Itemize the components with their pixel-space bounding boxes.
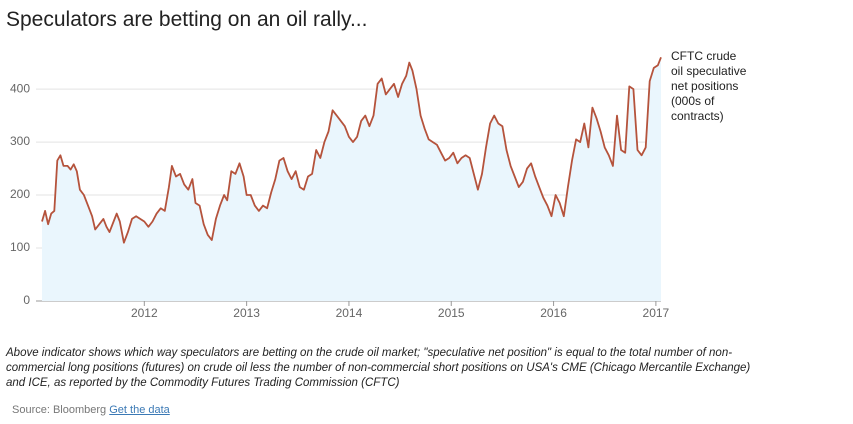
y-tick-label: 300 bbox=[10, 134, 30, 148]
x-tick-label: 2015 bbox=[438, 306, 465, 320]
data-link[interactable]: Get the data bbox=[109, 404, 170, 416]
caption: Above indicator shows which way speculat… bbox=[6, 347, 751, 389]
x-tick-label: 2013 bbox=[233, 306, 260, 320]
chart-title: Speculators are betting on an oil rally.… bbox=[6, 8, 368, 31]
x-tick-label: 2012 bbox=[131, 306, 158, 320]
y-tick-label: 400 bbox=[10, 81, 30, 95]
y-tick-label: 200 bbox=[10, 187, 30, 201]
x-tick-label: 2014 bbox=[336, 306, 363, 320]
line bbox=[41, 56, 662, 244]
y-tick-label: 100 bbox=[10, 240, 30, 254]
source-text: Source: Bloomberg bbox=[12, 404, 107, 416]
area bbox=[42, 57, 661, 301]
x-tick-label: 2016 bbox=[540, 306, 567, 320]
y-tick-label: 0 bbox=[23, 293, 30, 307]
source: Source: Bloomberg Get the data bbox=[12, 404, 170, 416]
chart: 0 100 200 300 400 2012 2013 2014 2015 2016 2017 bbox=[10, 56, 670, 320]
legend-label: CFTC crude oil speculative net positions… bbox=[671, 49, 747, 123]
x-tick-label: 2017 bbox=[643, 306, 670, 320]
